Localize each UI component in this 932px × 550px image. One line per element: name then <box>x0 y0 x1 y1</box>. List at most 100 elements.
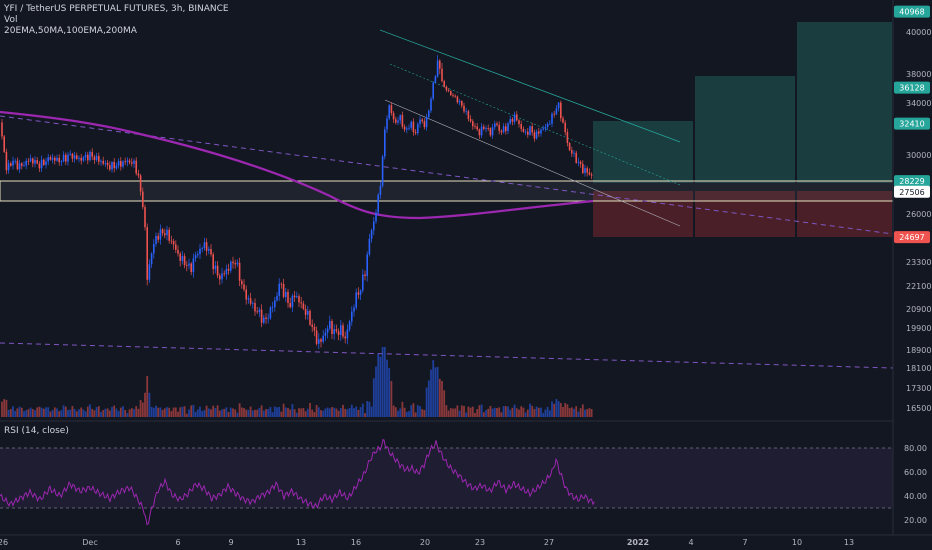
volume-bar <box>106 408 109 417</box>
candle <box>582 160 584 175</box>
volume-bar <box>502 406 505 417</box>
volume-bar <box>392 405 395 417</box>
volume-bar <box>304 411 307 417</box>
volume-bar <box>282 403 285 417</box>
price-axis[interactable]: 40000 38000 34000 30000 26000 23300 22100 20900… <box>906 28 931 413</box>
time-tick-label: 27 <box>544 538 554 547</box>
candle <box>267 313 269 324</box>
volume-bar <box>383 347 386 417</box>
candle <box>298 293 300 308</box>
volume-bar <box>82 409 85 417</box>
volume-bar <box>339 408 342 417</box>
volume-bar <box>568 408 571 417</box>
candle <box>542 125 544 131</box>
support-range-box[interactable] <box>0 180 894 202</box>
candle <box>98 152 100 166</box>
rsi-line[interactable] <box>0 438 595 526</box>
candle <box>7 159 10 174</box>
candle <box>93 154 96 165</box>
candle <box>467 109 470 122</box>
candle <box>342 322 344 339</box>
volume-bar <box>520 406 523 417</box>
candle <box>289 297 291 309</box>
price-tick-label: 34000 <box>906 99 931 108</box>
candle <box>12 156 14 170</box>
moving-average-line[interactable] <box>0 110 594 220</box>
volume-bar <box>122 406 124 417</box>
volume-bar <box>111 406 113 417</box>
candle <box>296 291 298 299</box>
volume-bar <box>581 404 584 417</box>
volume-bar <box>416 405 419 417</box>
volume-bar <box>546 406 549 417</box>
channel-upper-line <box>379 29 681 143</box>
position-zones <box>593 22 892 237</box>
candle <box>18 159 21 174</box>
volume-bar <box>498 407 501 417</box>
candle <box>225 264 228 280</box>
price-tick-label: 26000 <box>906 210 931 219</box>
volume-bar <box>313 412 316 417</box>
volume-bar <box>504 406 507 417</box>
volume-bar <box>335 408 338 417</box>
volume-bar <box>91 408 94 417</box>
candlesticks[interactable] <box>1 55 593 350</box>
ema-legend[interactable]: 20EMA,50MA,100EMA,200MA <box>4 26 137 36</box>
candle <box>478 128 481 139</box>
price-tags: 40968 36128 32410 28229 27506 24697 <box>894 5 930 244</box>
candle <box>142 187 144 210</box>
dashed-trendline-lower <box>0 342 894 369</box>
trend-lines-dashed[interactable] <box>0 115 894 369</box>
descending-channel[interactable] <box>379 29 681 227</box>
volume-bar <box>150 406 153 417</box>
time-axis[interactable]: 26 Dec 6 9 13 16 20 23 27 2022 4 7 10 13 <box>0 538 854 547</box>
time-tick-label: 20 <box>420 538 430 547</box>
candle <box>566 128 569 147</box>
candle <box>494 120 496 131</box>
volume-bar <box>221 409 223 417</box>
volume-bar <box>152 407 155 417</box>
candle <box>487 124 489 132</box>
candle <box>287 288 289 308</box>
candle <box>454 94 456 98</box>
candle <box>111 161 113 173</box>
candle <box>522 126 525 133</box>
candle <box>199 243 201 260</box>
volume-bar <box>317 407 320 417</box>
rsi-tick-label: 40.00 <box>904 492 927 501</box>
volume-bar <box>119 407 122 417</box>
candle <box>586 166 588 177</box>
rsi-tick-label: 20.00 <box>904 516 927 525</box>
candle <box>194 251 197 262</box>
volume-bar <box>553 403 556 417</box>
volume-bar <box>174 407 177 417</box>
volume-bar <box>93 410 96 417</box>
candle <box>551 111 553 128</box>
volume-bar <box>139 399 142 417</box>
candle <box>254 298 256 316</box>
volume-bar <box>238 403 241 417</box>
candle <box>326 325 329 339</box>
price-tag-label: 24697 <box>899 233 924 242</box>
candle <box>190 262 192 276</box>
volume-bar <box>579 408 582 417</box>
time-tick-label: 7 <box>742 538 747 547</box>
candle <box>439 59 441 75</box>
candle <box>271 301 274 313</box>
candle <box>219 273 221 285</box>
volume-bar <box>29 407 32 417</box>
volume-bar <box>232 408 234 417</box>
rsi-legend[interactable]: RSI (14, close) <box>4 426 69 436</box>
candle <box>208 246 210 255</box>
volume-legend[interactable]: Vol <box>4 15 18 25</box>
candle <box>505 123 507 135</box>
candle <box>49 155 52 161</box>
symbol-title[interactable]: YFI / TetherUS PERPETUAL FUTURES, 3h, BI… <box>4 4 229 14</box>
volume-bar <box>144 392 146 417</box>
candle <box>311 319 313 333</box>
candle <box>397 117 399 126</box>
price-tick-label: 22100 <box>906 282 931 291</box>
candle <box>513 111 516 125</box>
dashed-trendline-upper <box>0 115 894 235</box>
